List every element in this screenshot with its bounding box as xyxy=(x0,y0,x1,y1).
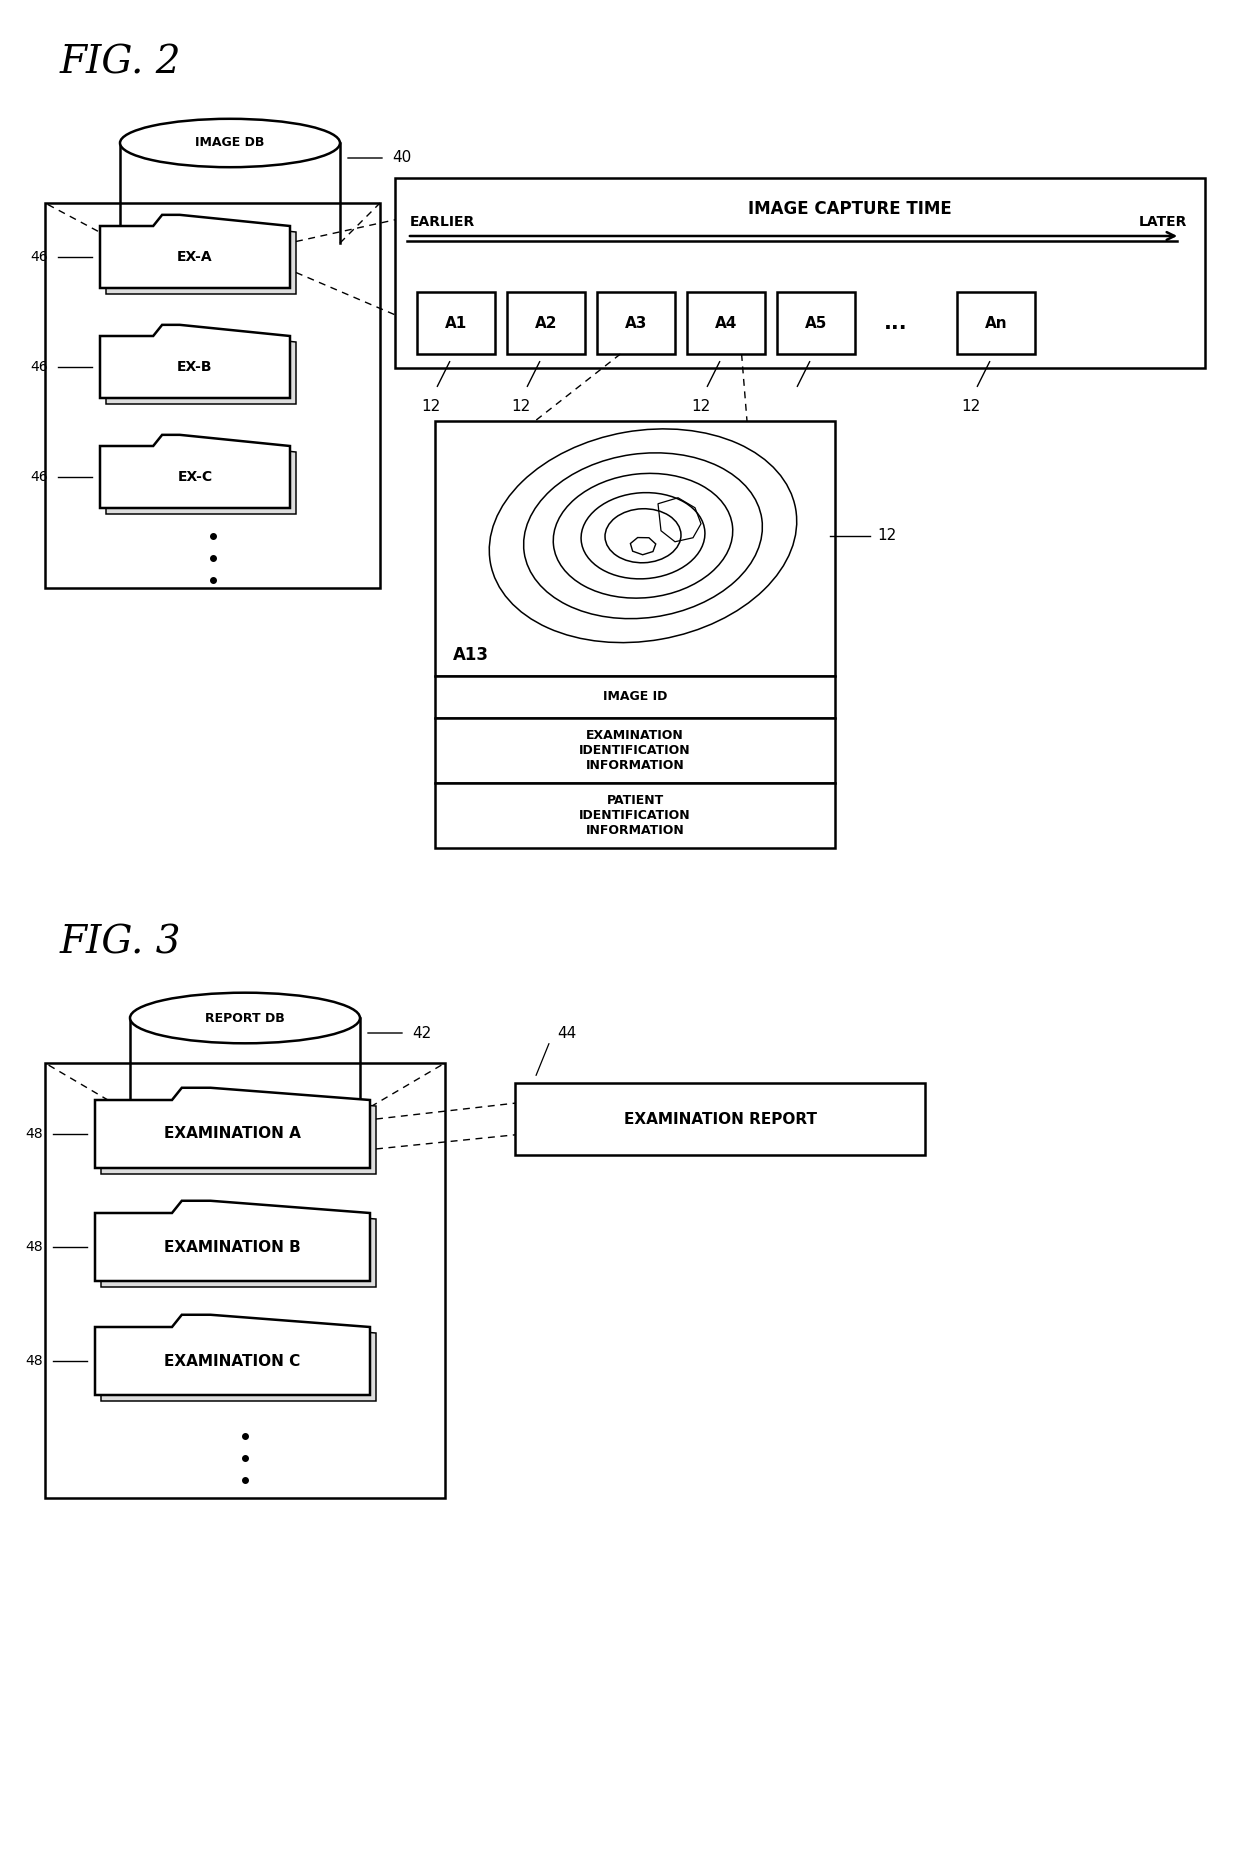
Text: EX-B: EX-B xyxy=(177,359,213,374)
Text: IMAGE ID: IMAGE ID xyxy=(603,691,667,704)
Text: ...: ... xyxy=(884,313,908,334)
Text: EXAMINATION B: EXAMINATION B xyxy=(164,1240,301,1254)
Text: A13: A13 xyxy=(453,647,489,663)
Text: EX-A: EX-A xyxy=(177,250,213,263)
Text: A4: A4 xyxy=(714,315,738,330)
Polygon shape xyxy=(100,435,290,508)
Text: EXAMINATION REPORT: EXAMINATION REPORT xyxy=(624,1112,816,1127)
Text: LATER: LATER xyxy=(1138,215,1187,230)
Text: 42: 42 xyxy=(412,1025,432,1041)
Polygon shape xyxy=(100,1321,376,1401)
Polygon shape xyxy=(435,421,835,676)
Text: 48: 48 xyxy=(25,1355,43,1368)
Text: EXAMINATION
IDENTIFICATION
INFORMATION: EXAMINATION IDENTIFICATION INFORMATION xyxy=(579,728,691,773)
Text: 46: 46 xyxy=(30,250,48,263)
Text: FIG. 2: FIG. 2 xyxy=(60,44,181,82)
Polygon shape xyxy=(596,293,675,354)
Text: EXAMINATION C: EXAMINATION C xyxy=(165,1353,300,1369)
Text: FIG. 3: FIG. 3 xyxy=(60,925,181,962)
Text: A2: A2 xyxy=(534,315,557,330)
Text: 44: 44 xyxy=(557,1025,577,1041)
Text: 12: 12 xyxy=(422,398,440,413)
Polygon shape xyxy=(507,293,585,354)
Text: 46: 46 xyxy=(30,471,48,484)
Polygon shape xyxy=(417,293,495,354)
Text: A3: A3 xyxy=(625,315,647,330)
Ellipse shape xyxy=(120,119,340,167)
Text: PATIENT
IDENTIFICATION
INFORMATION: PATIENT IDENTIFICATION INFORMATION xyxy=(579,793,691,838)
Polygon shape xyxy=(515,1082,925,1154)
Polygon shape xyxy=(45,204,379,587)
Polygon shape xyxy=(100,215,290,287)
Polygon shape xyxy=(435,676,835,717)
Polygon shape xyxy=(95,1201,370,1280)
Polygon shape xyxy=(105,441,296,513)
Text: EARLIER: EARLIER xyxy=(410,215,475,230)
Text: REPORT DB: REPORT DB xyxy=(205,1012,285,1025)
Polygon shape xyxy=(95,1088,370,1167)
Text: 46: 46 xyxy=(30,359,48,374)
Polygon shape xyxy=(957,293,1035,354)
Text: IMAGE CAPTURE TIME: IMAGE CAPTURE TIME xyxy=(748,200,952,219)
Polygon shape xyxy=(95,1316,370,1395)
Polygon shape xyxy=(105,221,296,295)
Polygon shape xyxy=(777,293,856,354)
Polygon shape xyxy=(105,332,296,404)
Polygon shape xyxy=(45,1064,445,1497)
Text: 48: 48 xyxy=(25,1240,43,1254)
Text: IMAGE DB: IMAGE DB xyxy=(196,137,264,150)
Polygon shape xyxy=(435,717,835,784)
Polygon shape xyxy=(100,1206,376,1288)
Text: A1: A1 xyxy=(445,315,467,330)
Polygon shape xyxy=(435,784,835,849)
Text: An: An xyxy=(985,315,1007,330)
Text: 48: 48 xyxy=(25,1127,43,1141)
Polygon shape xyxy=(100,324,290,398)
Polygon shape xyxy=(396,178,1205,369)
Text: EX-C: EX-C xyxy=(177,471,212,484)
Text: 40: 40 xyxy=(392,150,412,165)
Text: A5: A5 xyxy=(805,315,827,330)
Text: 12: 12 xyxy=(692,398,711,413)
Polygon shape xyxy=(687,293,765,354)
Text: 12: 12 xyxy=(511,398,531,413)
Text: EXAMINATION A: EXAMINATION A xyxy=(164,1127,301,1141)
Text: 12: 12 xyxy=(961,398,981,413)
Ellipse shape xyxy=(130,993,360,1043)
Text: 12: 12 xyxy=(877,528,897,543)
Polygon shape xyxy=(100,1093,376,1175)
